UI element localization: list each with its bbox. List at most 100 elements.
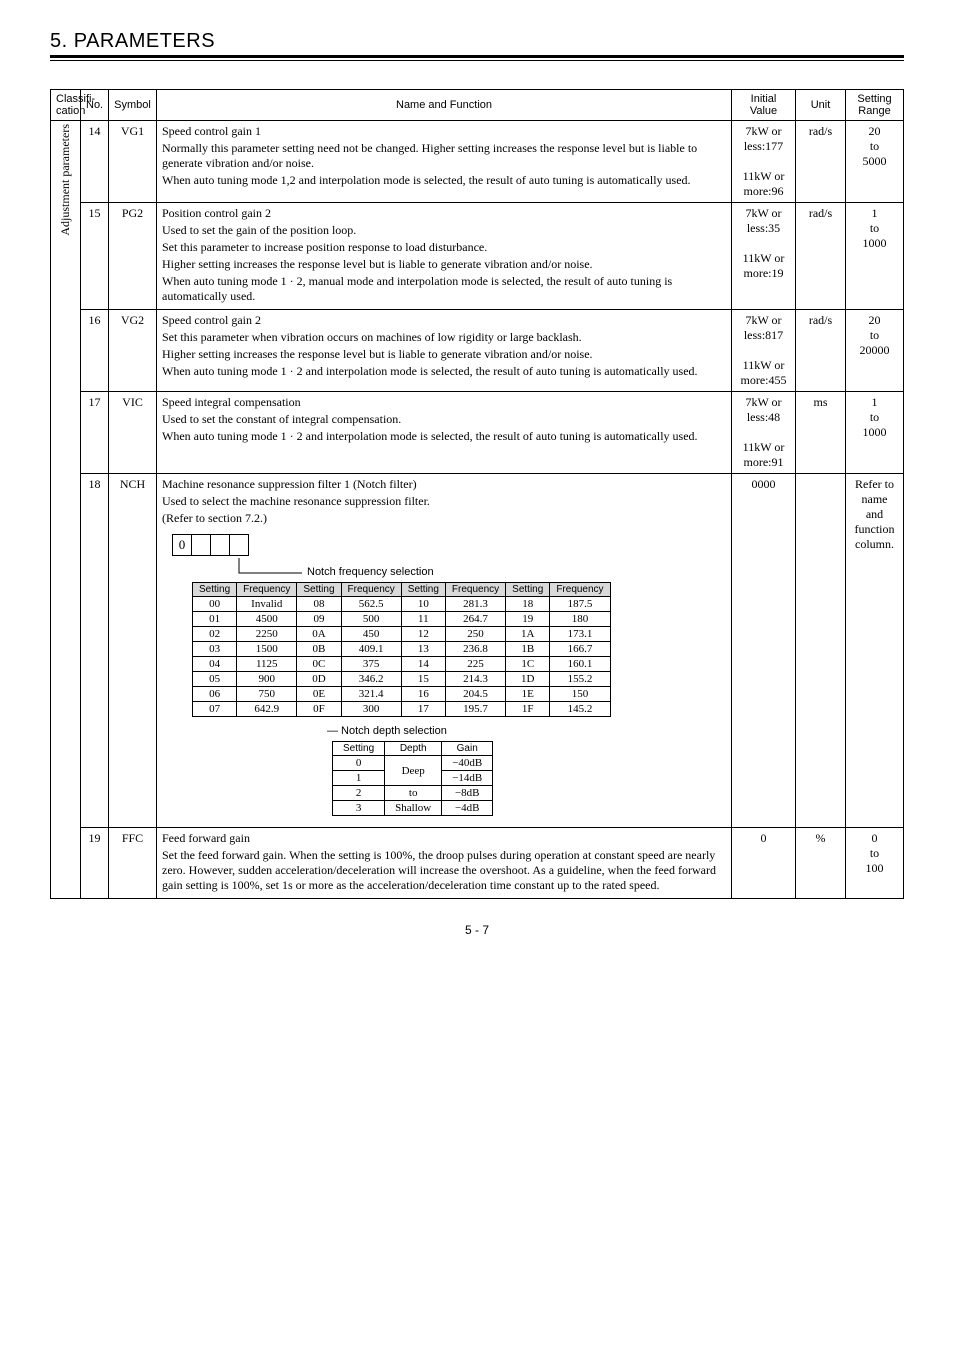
depth-cell: to [385,786,442,801]
parameters-table: Classifi- cation No. Symbol Name and Fun… [50,89,904,899]
freq-cell: 145.2 [550,702,610,717]
freq-cell: 1F [506,702,550,717]
cell-initial: 7kW orless:35 11kW ormore:19 [732,203,796,310]
parameters-tbody: Adjustment parameters14VG1Speed control … [51,121,904,899]
freq-cell: 204.5 [445,687,505,702]
cell-range: Refer tonameandfunctioncolumn. [846,474,904,828]
freq-cell: 173.1 [550,627,610,642]
freq-cell: 150 [550,687,610,702]
classification-cell: Adjustment parameters [51,121,81,899]
freq-cell: 250 [445,627,505,642]
digit-box [230,534,249,556]
hdr-initial: Initial Value [732,90,796,121]
freq-cell: 300 [341,702,401,717]
freq-cell: 0B [297,642,341,657]
cell-symbol: NCH [109,474,157,828]
depth-cell: 1 [333,771,385,786]
depth-cell: Deep [385,756,442,786]
cell-symbol: VG1 [109,121,157,203]
freq-cell: 1125 [237,657,297,672]
cell-range: 0to100 [846,828,904,899]
freq-cell: 346.2 [341,672,401,687]
depth-cell: 2 [333,786,385,801]
freq-cell: 562.5 [341,597,401,612]
freq-label: Notch frequency selection [307,566,726,578]
func-text: Set this parameter to increase position … [162,240,726,255]
freq-cell: 13 [401,642,445,657]
func-text: Set this parameter when vibration occurs… [162,330,726,345]
depth-cell: 3 [333,801,385,816]
depth-header: Gain [442,742,493,756]
hdr-range: Setting Range [846,90,904,121]
freq-cell: 19 [506,612,550,627]
digit-box [192,534,211,556]
freq-cell: 1500 [237,642,297,657]
func-text: When auto tuning mode 1 · 2, manual mode… [162,274,726,304]
freq-cell: 375 [341,657,401,672]
freq-cell: 180 [550,612,610,627]
cell-no: 17 [81,392,109,474]
cell-function: Speed control gain 2Set this parameter w… [157,310,732,392]
freq-cell: 4500 [237,612,297,627]
freq-header: Frequency [550,583,610,597]
classification-label: Adjustment parameters [58,124,73,236]
freq-header: Frequency [237,583,297,597]
freq-cell: 195.7 [445,702,505,717]
freq-cell: 03 [193,642,237,657]
freq-cell: 15 [401,672,445,687]
freq-cell: 0D [297,672,341,687]
func-text: Higher setting increases the response le… [162,347,726,362]
cell-initial: 0 [732,828,796,899]
depth-table: SettingDepthGain0Deep−40dB1−14dB2to−8dB3… [332,741,493,816]
cell-function: Speed control gain 1 Normally this parame… [157,121,732,203]
freq-cell: 18 [506,597,550,612]
hdr-symbol: Symbol [109,90,157,121]
freq-header: Setting [193,583,237,597]
freq-cell: 1C [506,657,550,672]
cell-initial: 7kW orless:177 11kW ormore:96 [732,121,796,203]
hdr-name-func: Name and Function [157,90,732,121]
func-text: Used to select the machine resonance sup… [162,494,726,509]
depth-header: Depth [385,742,442,756]
func-text: Machine resonance suppression filter 1 (… [162,477,726,492]
freq-cell: 750 [237,687,297,702]
depth-label: — Notch depth selection [327,725,726,737]
freq-cell: 01 [193,612,237,627]
cell-range: 1to1000 [846,392,904,474]
cell-function: Speed integral compensationUsed to set t… [157,392,732,474]
freq-cell: 11 [401,612,445,627]
freq-cell: 281.3 [445,597,505,612]
freq-cell: 450 [341,627,401,642]
func-text: Set the feed forward gain. When the sett… [162,848,726,893]
cell-range: 20to20000 [846,310,904,392]
freq-cell: 264.7 [445,612,505,627]
func-text: (Refer to section 7.2.) [162,511,726,526]
cell-initial: 7kW orless:817 11kW ormore:455 [732,310,796,392]
freq-header: Setting [401,583,445,597]
freq-cell: 0F [297,702,341,717]
freq-cell: 10 [401,597,445,612]
cell-initial: 0000 [732,474,796,828]
freq-header: Setting [297,583,341,597]
freq-cell: 17 [401,702,445,717]
func-text: Feed forward gain [162,831,726,846]
freq-cell: 09 [297,612,341,627]
freq-cell: 1B [506,642,550,657]
func-text: Speed control gain 1 [162,124,726,139]
freq-cell: 500 [341,612,401,627]
cell-range: 1to1000 [846,203,904,310]
func-text: Normally this parameter setting need not… [162,141,726,171]
freq-cell: 1D [506,672,550,687]
cell-unit: rad/s [796,310,846,392]
func-text: Higher setting increases the response le… [162,257,726,272]
cell-symbol: FFC [109,828,157,899]
freq-header: Setting [506,583,550,597]
cell-unit [796,474,846,828]
func-text: Used to set the gain of the position loo… [162,223,726,238]
cell-range: 20to5000 [846,121,904,203]
freq-cell: 1A [506,627,550,642]
depth-cell: −8dB [442,786,493,801]
depth-header: Setting [333,742,385,756]
cell-symbol: VG2 [109,310,157,392]
depth-cell: 0 [333,756,385,771]
